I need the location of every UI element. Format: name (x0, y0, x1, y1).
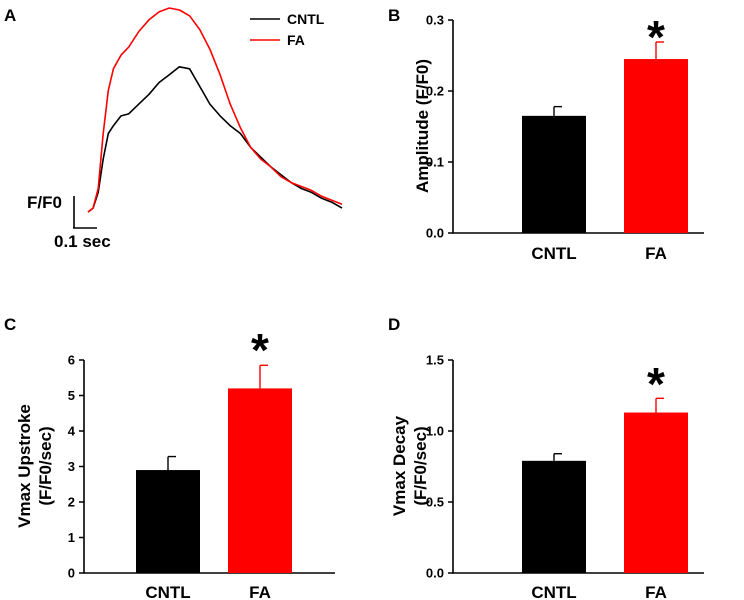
trace-plot (87, 7, 343, 213)
y-tick-label-c: 5 (68, 388, 75, 403)
legend-label-fa: FA (287, 32, 305, 48)
panel-b: B 0.00.10.20.3 Amplitude (F/F0) CNTL FA … (388, 6, 704, 263)
trace-line-cntl (87, 66, 343, 213)
bars-b (522, 41, 688, 233)
significance-star-c: * (251, 324, 269, 376)
y-axis-ticks-c: 0 1 2 3 4 5 6 (68, 353, 84, 581)
y-tick-label-c: 4 (68, 424, 76, 439)
y-tick-label-d: 0.0 (426, 566, 444, 581)
scale-bar: F/F0 0.1 sec (27, 193, 111, 251)
y-axis-label-d-line1: Vmax Decay (390, 415, 409, 516)
bars-c (136, 364, 292, 573)
panel-a: A CNTL FA F/F0 0.1 sec (4, 6, 343, 251)
panel-d: D 0.0 0.5 1.0 1.5 Vmax Decay (F/F0/sec) CNT… (388, 315, 704, 600)
panel-c-letter: C (4, 315, 16, 334)
y-tick-label-d: 1.0 (426, 424, 444, 439)
y-tick-label-d: 1.5 (426, 353, 444, 368)
y-tick-label-b: 0.0 (426, 226, 444, 241)
bar-b-fa (624, 59, 688, 233)
y-tick-label-d: 0.5 (426, 495, 444, 510)
y-axis-ticks-d: 0.0 0.5 1.0 1.5 (426, 353, 453, 581)
significance-star-d: * (647, 358, 665, 410)
y-tick-label-c: 3 (68, 459, 75, 474)
legend-label-cntl: CNTL (287, 11, 325, 27)
bar-d-cntl (522, 460, 586, 573)
y-tick-label-c: 6 (68, 353, 75, 368)
y-tick-label-b: 0.2 (426, 84, 444, 99)
category-label-c-cntl: CNTL (145, 583, 190, 600)
bar-chart-c-axes (83, 360, 335, 574)
bar-b-cntl (522, 115, 586, 233)
bar-c-cntl (136, 470, 200, 573)
y-axis-label-c-line2: (F/F0/sec) (36, 426, 55, 505)
bars-d (522, 397, 688, 573)
trace-line-fa (87, 7, 343, 213)
category-label-b-cntl: CNTL (531, 244, 576, 263)
panel-d-letter: D (388, 315, 400, 334)
scale-bar-y-label: F/F0 (27, 193, 62, 212)
y-tick-label-c: 0 (68, 566, 75, 581)
panel-a-letter: A (4, 6, 16, 25)
panel-b-letter: B (388, 6, 400, 25)
bar-d-fa (624, 412, 688, 573)
category-label-d-fa: FA (645, 583, 667, 600)
y-axis-label-b: Amplitude (F/F0) (413, 59, 432, 193)
y-axis-label-c-line1: Vmax Upstroke (15, 404, 34, 528)
y-axis-label-d-line2: (F/F0/sec) (411, 426, 430, 505)
y-tick-label-c: 2 (68, 495, 75, 510)
y-tick-label-b: 0.1 (426, 155, 444, 170)
significance-star-b: * (647, 11, 665, 63)
category-label-d-cntl: CNTL (531, 583, 576, 600)
category-label-c-fa: FA (249, 583, 271, 600)
y-axis-ticks-b: 0.0 0.1 0.2 0.3 (426, 13, 453, 241)
bar-c-fa (228, 388, 292, 573)
y-tick-label-b: 0.3 (426, 13, 444, 28)
y-tick-label-c: 1 (68, 530, 75, 545)
category-label-b-fa: FA (645, 244, 667, 263)
legend: CNTL FA (250, 11, 325, 48)
scale-bar-x-label: 0.1 sec (54, 232, 111, 251)
